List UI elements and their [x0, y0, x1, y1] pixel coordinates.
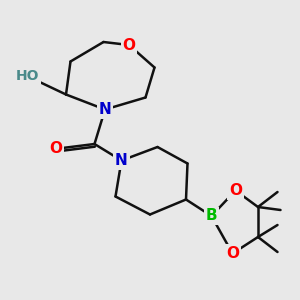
Text: HO: HO — [16, 69, 40, 82]
Text: N: N — [99, 102, 111, 117]
Text: O: O — [122, 38, 136, 52]
Text: B: B — [206, 208, 217, 224]
Text: N: N — [115, 153, 128, 168]
Text: O: O — [229, 183, 242, 198]
Text: O: O — [50, 141, 63, 156]
Text: O: O — [226, 246, 239, 261]
